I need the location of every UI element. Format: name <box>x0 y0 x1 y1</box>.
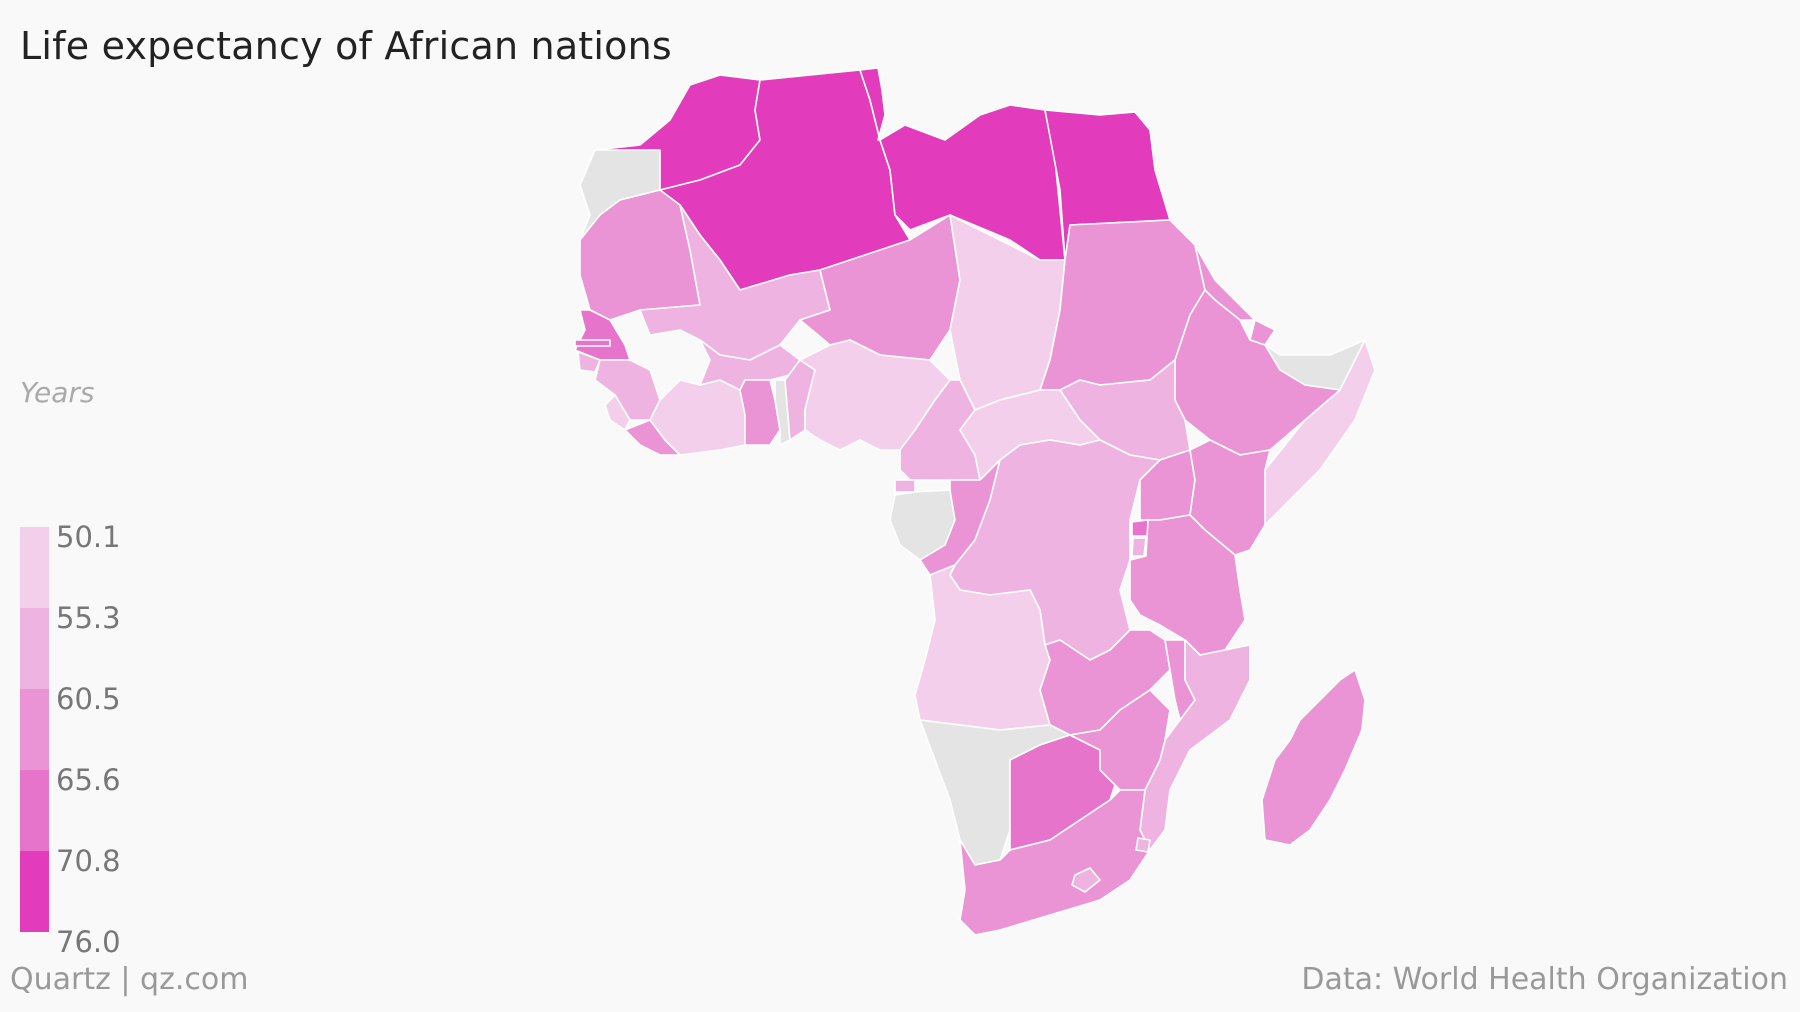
country-gambia <box>574 339 611 347</box>
country-zimbabwe <box>1069 689 1171 791</box>
legend-tick-label: 50.1 <box>56 520 121 554</box>
legend-swatch-4 <box>20 851 49 932</box>
country-guinea-bissau <box>577 351 601 373</box>
source-text: Data: World Health Organization <box>1301 962 1788 997</box>
legend-tick-label: 70.8 <box>56 844 121 878</box>
legend-swatch-1 <box>20 608 49 689</box>
country-swaziland <box>1135 837 1151 853</box>
legend-swatch-3 <box>20 770 49 851</box>
country-rwanda <box>1131 519 1149 537</box>
chart-title: Life expectancy of African nations <box>20 24 672 68</box>
country-guinea <box>594 359 661 421</box>
country-senegal <box>574 309 631 361</box>
country-tunisia <box>859 67 886 141</box>
country-madagascar <box>1261 669 1366 846</box>
country-mozambique <box>1139 639 1251 851</box>
legend-tick-label: 60.5 <box>56 682 121 716</box>
legend-tick-label: 65.6 <box>56 763 121 797</box>
legend-title: Years <box>20 376 95 409</box>
country-equatorial-guinea <box>894 479 916 493</box>
country-kenya <box>1189 439 1271 556</box>
legend-tick-label: 55.3 <box>56 601 121 635</box>
legend-swatch-0 <box>20 527 49 608</box>
legend-tick-label: 76.0 <box>56 925 121 959</box>
country-ghana <box>739 379 781 446</box>
credit-text: Quartz | qz.com <box>10 962 249 997</box>
country-sierra-leone <box>604 394 631 431</box>
country-lesotho <box>1071 867 1101 893</box>
color-legend: 50.1 55.3 60.5 65.6 70.8 76.0 <box>20 523 180 957</box>
country-egypt <box>1044 109 1171 261</box>
country-south-africa <box>959 789 1151 936</box>
country-burundi <box>1131 537 1147 557</box>
legend-swatch-2 <box>20 689 49 770</box>
